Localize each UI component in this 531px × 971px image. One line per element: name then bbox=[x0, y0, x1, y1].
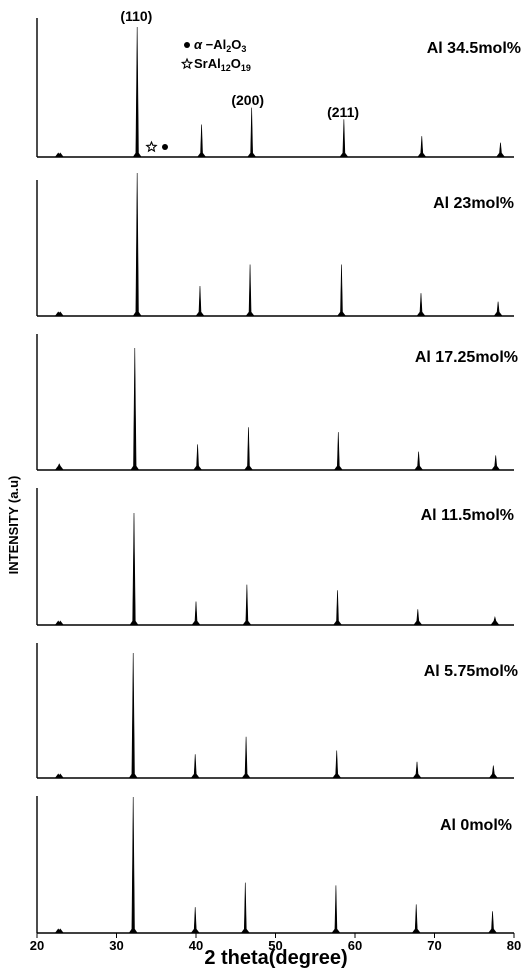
peak bbox=[488, 765, 498, 779]
peak bbox=[128, 796, 138, 934]
peak bbox=[54, 152, 64, 158]
peak bbox=[332, 750, 342, 779]
peak-index-label: (110) bbox=[120, 8, 152, 24]
x-tick-label: 40 bbox=[189, 938, 203, 953]
peak bbox=[495, 142, 506, 158]
peak bbox=[487, 911, 498, 934]
peak bbox=[242, 584, 252, 626]
panel-0: Al 34.5mol% bbox=[36, 18, 521, 158]
peak-index-labels: (110) (200) (211) bbox=[120, 8, 359, 120]
peak bbox=[413, 609, 423, 626]
sral12o19-marker-icon bbox=[180, 57, 194, 70]
peak bbox=[54, 928, 64, 934]
peak bbox=[491, 455, 501, 471]
legend-entry: α −Al2O3 bbox=[194, 37, 246, 54]
peak bbox=[132, 26, 142, 158]
peak bbox=[333, 432, 343, 471]
x-tick-label: 80 bbox=[507, 938, 521, 953]
panel-1: Al 23mol% bbox=[36, 172, 514, 317]
x-axis-label: 2 theta(degree) bbox=[204, 947, 347, 969]
panels-group: Al 34.5mol% Al 23mol% Al 17.25mol% Al 11.5m… bbox=[36, 18, 521, 934]
x-tick-label: 70 bbox=[427, 938, 441, 953]
peak bbox=[54, 773, 64, 779]
peak bbox=[243, 427, 254, 471]
peak bbox=[339, 119, 349, 158]
peak bbox=[490, 615, 500, 626]
x-tick-label: 20 bbox=[30, 938, 44, 953]
peak bbox=[332, 590, 343, 626]
peak bbox=[130, 347, 140, 471]
peak bbox=[54, 463, 64, 471]
peak bbox=[411, 904, 421, 934]
panel-label: Al 11.5mol% bbox=[421, 507, 514, 524]
peak bbox=[336, 264, 347, 317]
sral12o19-peak-marker-icon bbox=[145, 140, 158, 153]
panel-label: Al 0mol% bbox=[440, 817, 512, 834]
peak bbox=[190, 754, 200, 779]
x-tick-labels: 20 30 40 50 60 70 80 bbox=[30, 933, 521, 953]
legend: α −Al2O3 SrAl12O19 bbox=[145, 37, 251, 153]
legend-entry: SrAl12O19 bbox=[194, 56, 251, 73]
peak bbox=[240, 882, 250, 934]
x-tick-label: 60 bbox=[348, 938, 362, 953]
peak bbox=[247, 107, 257, 158]
peak bbox=[241, 736, 251, 779]
panel-label: Al 34.5mol% bbox=[427, 40, 521, 57]
panel-label: Al 23mol% bbox=[433, 195, 514, 212]
x-tick-label: 50 bbox=[268, 938, 282, 953]
panel-3: Al 11.5mol% bbox=[36, 488, 514, 626]
peak bbox=[195, 285, 205, 317]
panel-2: Al 17.25mol% bbox=[36, 334, 518, 471]
peak bbox=[493, 301, 503, 317]
y-axis-label: INTENSITY (a.u) bbox=[6, 476, 21, 575]
peak-index-label: (211) bbox=[327, 104, 359, 120]
peak bbox=[190, 907, 200, 934]
peak bbox=[416, 293, 426, 317]
panel-label: Al 17.25mol% bbox=[415, 349, 518, 366]
x-tick-label: 30 bbox=[109, 938, 123, 953]
peak bbox=[417, 136, 427, 158]
peak bbox=[54, 620, 64, 626]
peak bbox=[412, 761, 422, 779]
peak bbox=[129, 512, 139, 626]
peak bbox=[191, 601, 201, 626]
peak bbox=[132, 172, 142, 317]
peak bbox=[192, 444, 203, 471]
peak-index-label: (200) bbox=[231, 92, 264, 108]
peak bbox=[196, 124, 207, 158]
peak bbox=[245, 264, 255, 317]
peak bbox=[54, 311, 64, 317]
panel-5: Al 0mol% bbox=[36, 796, 514, 934]
peak bbox=[128, 652, 138, 779]
alpha-alumina-marker-icon bbox=[184, 42, 190, 48]
alpha-alumina-peak-marker-icon bbox=[161, 144, 168, 150]
panel-4: Al 5.75mol% bbox=[36, 643, 518, 779]
peak bbox=[414, 451, 424, 471]
panel-label: Al 5.75mol% bbox=[424, 663, 518, 680]
peak bbox=[331, 885, 341, 934]
